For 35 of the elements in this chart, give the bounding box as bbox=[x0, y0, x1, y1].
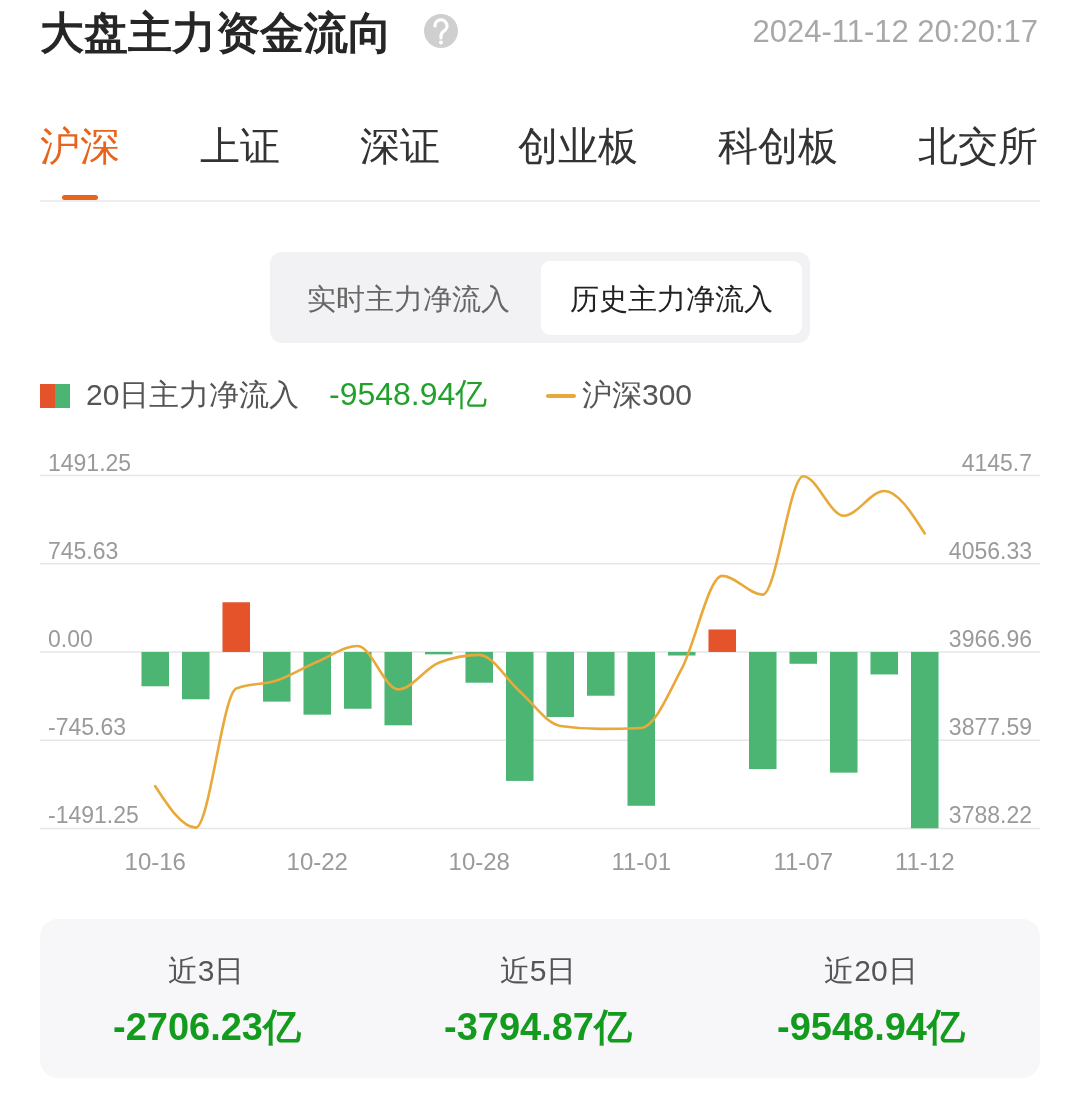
x-tick-label: 11-12 bbox=[894, 848, 955, 875]
y2-tick-label: 4056.33 bbox=[948, 537, 1032, 564]
x-tick-label: 10-22 bbox=[286, 848, 348, 875]
text: -2706.23亿 bbox=[112, 1006, 303, 1048]
text: 科创板 bbox=[718, 124, 838, 168]
text: -9548.94亿 bbox=[329, 376, 488, 412]
chart-title: 大盘主力资金流向 bbox=[40, 8, 392, 57]
chart-subtitle: 2024-11-12 20:20:17 bbox=[752, 14, 1038, 49]
x-tick-label: 10-28 bbox=[448, 848, 510, 875]
x-tick-label: 10-16 bbox=[124, 848, 186, 875]
x-tick-label: 11-01 bbox=[611, 848, 672, 875]
y-tick-label: 1491.25 bbox=[48, 449, 132, 476]
x-tick-label: 11-07 bbox=[773, 848, 834, 875]
text: -9548.94亿 bbox=[776, 1006, 967, 1048]
y-tick-label: -1491.25 bbox=[48, 802, 139, 829]
legend-label: 20日主力净流入 bbox=[86, 378, 300, 411]
text: 上证 bbox=[200, 124, 280, 168]
y-tick-label: 745.63 bbox=[48, 537, 119, 564]
text: 创业板 bbox=[518, 124, 638, 168]
text: -3794.87亿 bbox=[443, 1006, 634, 1048]
text: 近5日 bbox=[499, 954, 577, 987]
y2-tick-label: 4145.7 bbox=[961, 449, 1032, 476]
text: 历史主力净流入 bbox=[569, 283, 773, 315]
y-tick-label: -745.63 bbox=[48, 714, 127, 741]
text: 近3日 bbox=[167, 954, 245, 987]
text: 北交所 bbox=[918, 124, 1038, 168]
y2-tick-label: 3788.22 bbox=[948, 802, 1032, 829]
text: 深证 bbox=[360, 124, 440, 168]
text: 沪深 bbox=[40, 124, 120, 168]
legend-label: 沪深300 bbox=[582, 378, 693, 411]
text: 实时主力净流入 bbox=[306, 283, 510, 315]
y2-tick-label: 3877.59 bbox=[948, 714, 1032, 741]
y2-tick-label: 3966.96 bbox=[948, 625, 1032, 652]
text: 近20日 bbox=[824, 954, 918, 987]
y-tick-label: 0.00 bbox=[48, 625, 93, 652]
